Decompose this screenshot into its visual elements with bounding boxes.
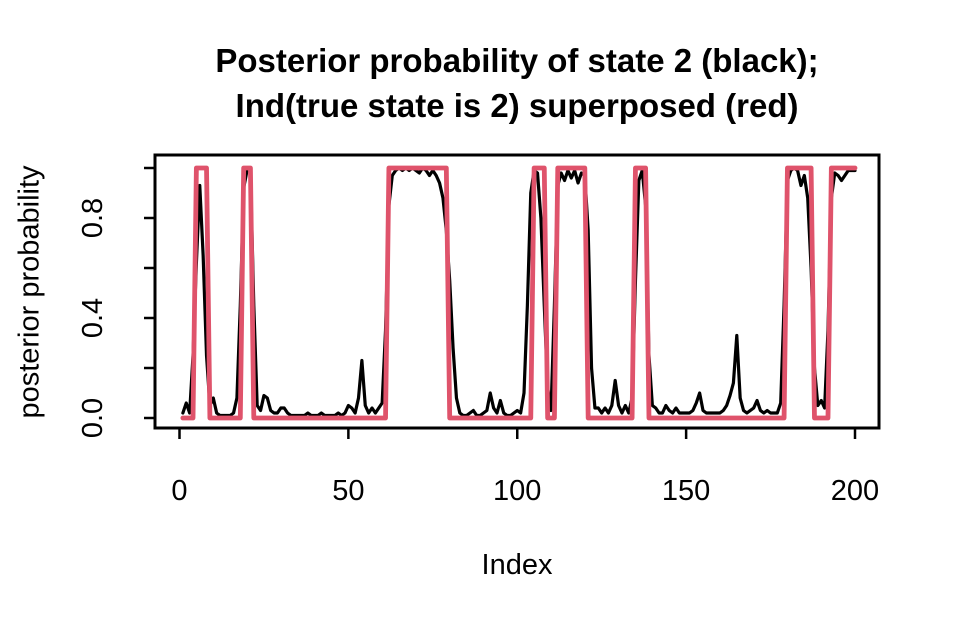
y-tick-label: 0.0 <box>77 398 109 438</box>
x-tick-label: 200 <box>831 475 879 507</box>
x-tick-label: 50 <box>332 475 364 507</box>
y-tick-label: 0.8 <box>77 198 109 238</box>
chart-title: Posterior probability of state 2 (black)… <box>155 38 879 128</box>
plot-box <box>153 153 881 430</box>
y-tick-label: 0.4 <box>77 298 109 338</box>
x-tick-label: 150 <box>662 475 710 507</box>
x-axis-label: Index <box>481 549 553 581</box>
true-state-indicator-line <box>180 165 858 421</box>
chart-title-line2: Ind(true state is 2) superposed (red) <box>235 87 799 124</box>
chart-title-line1: Posterior probability of state 2 (black)… <box>215 42 819 79</box>
x-tick-label: 100 <box>493 475 541 507</box>
x-tick-label: 0 <box>171 475 187 507</box>
y-axis-label: posterior probability <box>13 165 46 419</box>
posterior-probability-line <box>181 166 857 418</box>
